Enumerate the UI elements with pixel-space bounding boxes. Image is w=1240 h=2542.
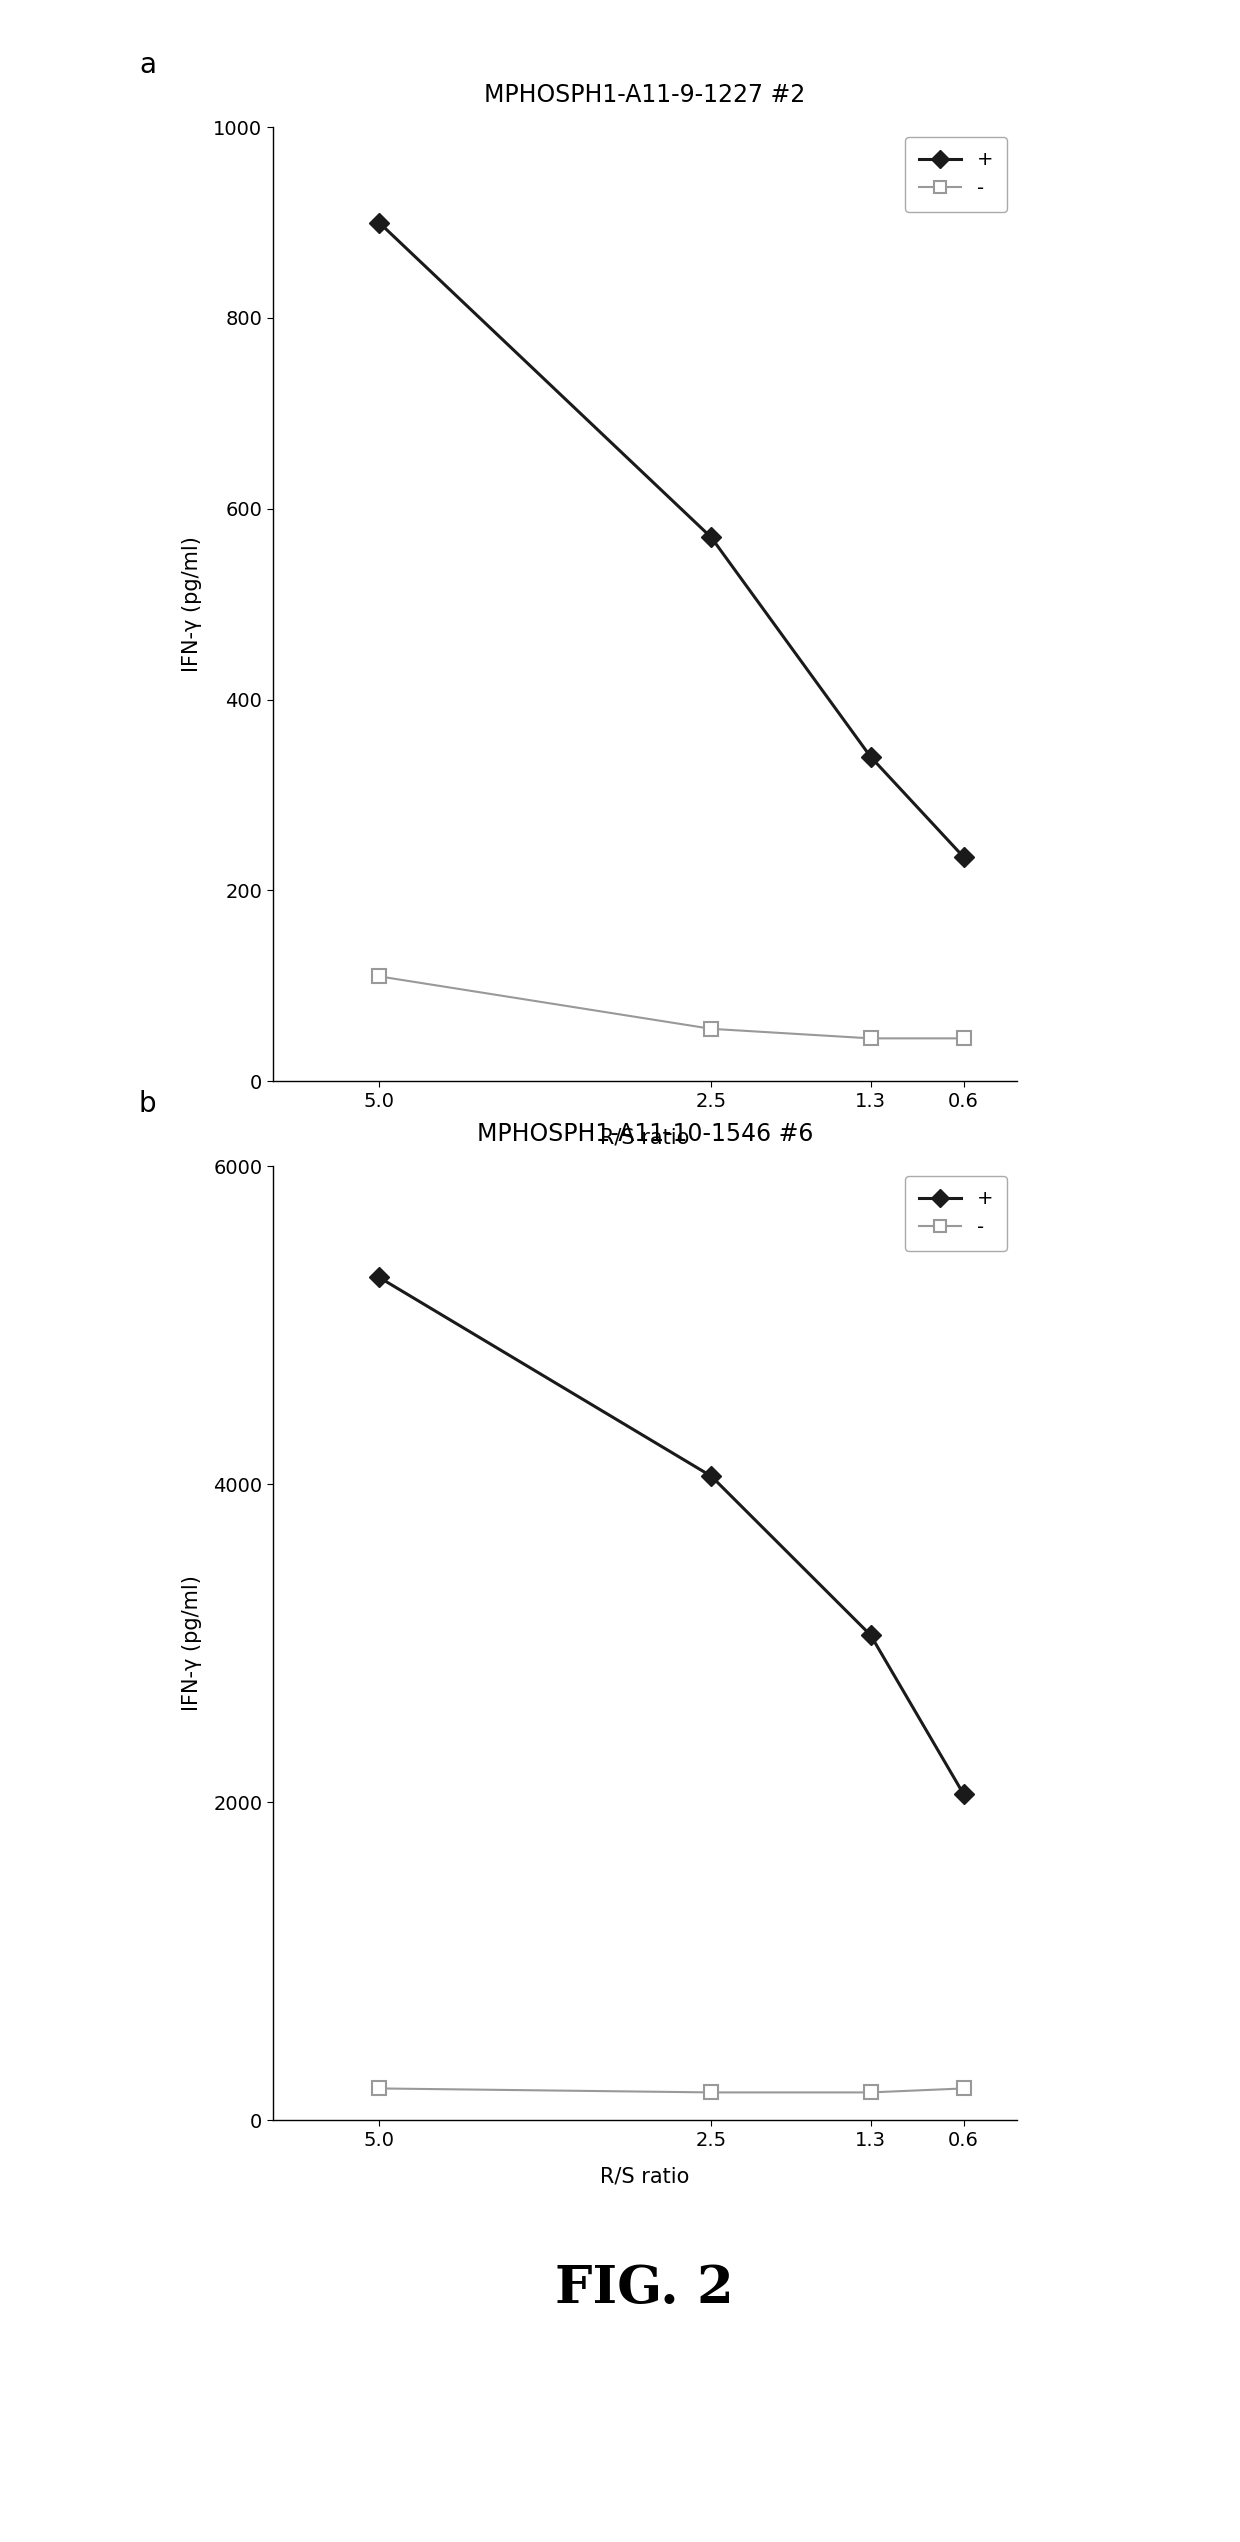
- X-axis label: R/S ratio: R/S ratio: [600, 1129, 689, 1146]
- Y-axis label: IFN-γ (pg/ml): IFN-γ (pg/ml): [182, 536, 202, 671]
- Title: MPHOSPH1-A11-9-1227 #2: MPHOSPH1-A11-9-1227 #2: [484, 84, 806, 107]
- X-axis label: R/S ratio: R/S ratio: [600, 2166, 689, 2186]
- +: [863, 1619, 878, 1650]
- Line: -: -: [372, 2082, 971, 2100]
- -: [863, 1022, 878, 1052]
- Text: a: a: [139, 51, 156, 79]
- -: [372, 2074, 387, 2105]
- +: [956, 1779, 971, 1810]
- +: [372, 1263, 387, 1294]
- +: [704, 1462, 719, 1492]
- +: [372, 208, 387, 239]
- -: [863, 2077, 878, 2107]
- Line: +: +: [372, 1271, 971, 1802]
- Title: MPHOSPH1-A11-10-1546 #6: MPHOSPH1-A11-10-1546 #6: [476, 1121, 813, 1146]
- Legend: +, -: +, -: [905, 1177, 1007, 1251]
- Line: -: -: [372, 969, 971, 1045]
- -: [956, 1022, 971, 1052]
- -: [956, 2074, 971, 2105]
- +: [704, 521, 719, 552]
- Legend: +, -: +, -: [905, 137, 1007, 211]
- Y-axis label: IFN-γ (pg/ml): IFN-γ (pg/ml): [182, 1576, 202, 1711]
- Line: +: +: [372, 216, 971, 864]
- +: [863, 742, 878, 773]
- -: [704, 1014, 719, 1045]
- -: [372, 961, 387, 991]
- -: [704, 2077, 719, 2107]
- Text: FIG. 2: FIG. 2: [556, 2262, 734, 2313]
- Text: b: b: [139, 1091, 156, 1118]
- +: [956, 841, 971, 872]
